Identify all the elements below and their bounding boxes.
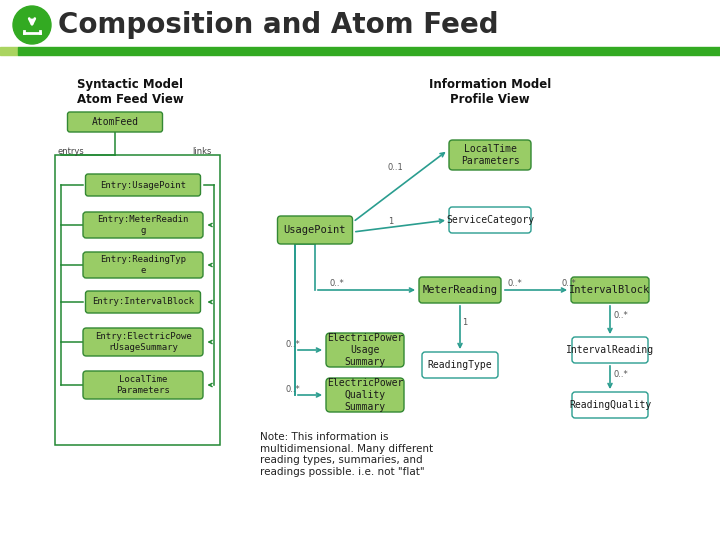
FancyBboxPatch shape [449,140,531,170]
Text: MeterReading: MeterReading [423,285,498,295]
Text: 0..*: 0..* [613,311,628,320]
Text: 0..*: 0..* [562,279,577,288]
Text: Information Model
Profile View: Information Model Profile View [429,78,551,106]
Text: Entry:ElectricPowe
rUsageSummary: Entry:ElectricPowe rUsageSummary [94,332,192,352]
Text: 0..*: 0..* [508,279,523,288]
Bar [55,155,220,445]
Text: Note: This information is
multidimensional. Many different
reading types, summar: Note: This information is multidimension… [260,432,433,477]
Bar [0,0,720,50]
FancyBboxPatch shape [422,352,498,378]
Text: Syntactic Model
Atom Feed View: Syntactic Model Atom Feed View [76,78,184,106]
Text: UsagePoint: UsagePoint [284,225,346,235]
Text: 0..*: 0..* [285,385,300,394]
FancyBboxPatch shape [86,174,200,196]
Text: entrys: entrys [57,147,84,156]
Text: LocalTime
Parameters: LocalTime Parameters [116,375,170,395]
Text: links: links [192,147,212,156]
FancyBboxPatch shape [83,328,203,356]
Bar [18,47,720,55]
Text: Entry:ReadingTyp
e: Entry:ReadingTyp e [100,255,186,275]
FancyBboxPatch shape [326,333,404,367]
Text: 0..*: 0..* [330,279,345,288]
Text: Entry:UsagePoint: Entry:UsagePoint [100,180,186,190]
Text: AtomFeed: AtomFeed [91,117,138,127]
Text: IntervalBlock: IntervalBlock [570,285,651,295]
FancyBboxPatch shape [326,378,404,412]
Text: ReadingQuality: ReadingQuality [569,400,651,410]
Text: ElectricPower
Usage
Summary: ElectricPower Usage Summary [327,333,403,367]
Circle shape [13,6,51,44]
FancyBboxPatch shape [572,337,648,363]
FancyBboxPatch shape [572,392,648,418]
Text: ServiceCategory: ServiceCategory [446,215,534,225]
Text: 0..*: 0..* [613,370,628,379]
Text: Entry:IntervalBlock: Entry:IntervalBlock [92,298,194,307]
Text: 0..*: 0..* [285,340,300,349]
FancyBboxPatch shape [277,216,353,244]
FancyBboxPatch shape [68,112,163,132]
FancyBboxPatch shape [86,291,200,313]
Bar [0,47,18,55]
FancyBboxPatch shape [83,212,203,238]
Text: LocalTime
Parameters: LocalTime Parameters [461,144,519,166]
Text: 1: 1 [388,217,393,226]
Text: 1: 1 [462,318,467,327]
FancyBboxPatch shape [83,371,203,399]
FancyBboxPatch shape [83,252,203,278]
FancyBboxPatch shape [419,277,501,303]
Text: 0..1: 0..1 [388,163,404,172]
Text: IntervalReading: IntervalReading [566,345,654,355]
Text: ReadingType: ReadingType [428,360,492,370]
Text: Entry:MeterReadin
g: Entry:MeterReadin g [97,215,189,235]
FancyBboxPatch shape [571,277,649,303]
FancyBboxPatch shape [449,207,531,233]
Text: Composition and Atom Feed: Composition and Atom Feed [58,11,499,39]
Text: ElectricPower
Quality
Summary: ElectricPower Quality Summary [327,379,403,411]
